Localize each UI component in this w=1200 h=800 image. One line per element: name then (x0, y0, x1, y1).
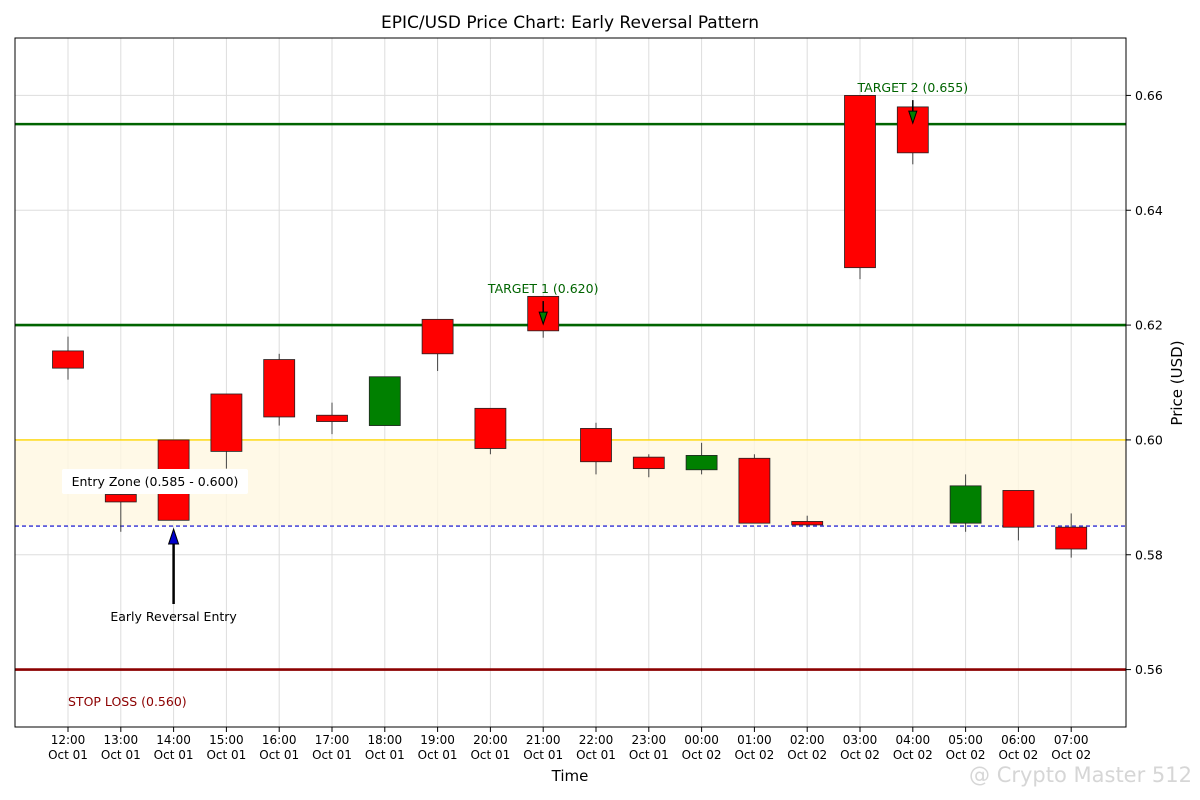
x-tick-label-date: Oct 02 (893, 748, 933, 762)
x-tick-label-time: 07:00 (1054, 733, 1089, 747)
entry-arrow-head (167, 527, 180, 545)
x-tick-label-date: Oct 02 (946, 748, 986, 762)
candle-body (104, 494, 137, 503)
x-tick-label-time: 20:00 (473, 733, 508, 747)
annotations: TARGET 1 (0.620) TARGET 2 (0.655) STOP LOS… (62, 80, 968, 709)
candle-body (210, 393, 243, 452)
y-tick-label: 0.56 (1135, 662, 1163, 677)
x-tick-label-time: 18:00 (368, 733, 403, 747)
x-tick-label-time: 15:00 (209, 733, 244, 747)
x-tick-label-date: Oct 01 (576, 748, 616, 762)
candle-body (421, 318, 454, 355)
candles (52, 95, 1088, 558)
x-tick-label-time: 13:00 (104, 733, 139, 747)
target1-label: TARGET 1 (0.620) (487, 281, 599, 296)
plot-background (15, 38, 1126, 727)
watermark: @ Crypto Master 512 (969, 763, 1192, 787)
candle-body (368, 376, 401, 426)
plot-area (15, 38, 1126, 727)
x-tick-label-time: 23:00 (632, 733, 667, 747)
stop-loss-label: STOP LOSS (0.560) (68, 694, 187, 709)
candle-body (1055, 526, 1088, 550)
chart-title: EPIC/USD Price Chart: Early Reversal Pat… (381, 13, 759, 33)
x-tick-label-time: 22:00 (579, 733, 614, 747)
x-tick-label-date: Oct 01 (101, 748, 141, 762)
x-tick-label-time: 03:00 (843, 733, 878, 747)
candle-body (685, 455, 718, 471)
entry-label: Early Reversal Entry (110, 609, 237, 624)
x-tick-label-date: Oct 02 (998, 748, 1038, 762)
candle-body (52, 350, 84, 369)
target2-arrow-head (908, 110, 918, 125)
x-tick-label-date: Oct 02 (840, 748, 880, 762)
x-tick-label-time: 16:00 (262, 733, 297, 747)
y-tick-label: 0.62 (1135, 318, 1163, 333)
level-lines (15, 122, 1126, 671)
x-tick-label-time: 14:00 (156, 733, 191, 747)
candle-body (738, 457, 771, 524)
candle-body (896, 106, 929, 154)
x-tick-label-date: Oct 01 (418, 748, 458, 762)
plot-frame (14, 37, 1127, 728)
candle-body (632, 456, 665, 470)
y-axis-label: Price (USD) (1168, 340, 1186, 425)
x-tick-label-time: 01:00 (737, 733, 772, 747)
x-tick-label-time: 17:00 (315, 733, 350, 747)
x-tick-label-time: 06:00 (1001, 733, 1036, 747)
candle-body (1002, 490, 1035, 528)
x-tick-label-date: Oct 01 (523, 748, 563, 762)
x-tick-label-time: 00:00 (684, 733, 719, 747)
x-tick-label-time: 04:00 (896, 733, 931, 747)
candle-body (474, 407, 507, 449)
x-tick-label-date: Oct 02 (1051, 748, 1091, 762)
x-tick-label-date: Oct 01 (629, 748, 669, 762)
x-tick-label-time: 02:00 (790, 733, 825, 747)
entry-zone-label: Entry Zone (0.585 - 0.600) (72, 474, 239, 489)
candle-body (844, 95, 876, 269)
target1-arrow-head (538, 311, 548, 326)
x-tick-label-time: 19:00 (420, 733, 455, 747)
x-tick-label-time: 21:00 (526, 733, 561, 747)
x-tick-label-date: Oct 02 (682, 748, 722, 762)
y-tick-label: 0.66 (1135, 88, 1163, 103)
candle-body (316, 414, 348, 422)
x-tick-label-date: Oct 01 (259, 748, 299, 762)
y-tick-label: 0.60 (1135, 432, 1163, 447)
x-tick-label-date: Oct 01 (470, 748, 510, 762)
candle-body (949, 485, 982, 524)
candle-body (580, 428, 612, 463)
x-tick-label-time: 05:00 (948, 733, 983, 747)
x-tick-label-date: Oct 01 (365, 748, 405, 762)
candle-body (791, 521, 824, 526)
entry-zone-label-box (62, 469, 248, 494)
x-tick-label-date: Oct 01 (154, 748, 194, 762)
y-tick-label: 0.58 (1135, 547, 1163, 562)
x-tick-label-date: Oct 02 (787, 748, 827, 762)
x-tick-label-date: Oct 01 (312, 748, 352, 762)
x-tick-label-date: Oct 02 (734, 748, 774, 762)
x-tick-label-date: Oct 01 (206, 748, 246, 762)
x-tick-label-date: Oct 01 (48, 748, 88, 762)
candle-body (263, 359, 296, 418)
target2-label: TARGET 2 (0.655) (857, 80, 969, 95)
y-tick-label: 0.64 (1135, 203, 1163, 218)
x-tick-label-time: 12:00 (51, 733, 86, 747)
x-axis-label: Time (551, 767, 589, 785)
